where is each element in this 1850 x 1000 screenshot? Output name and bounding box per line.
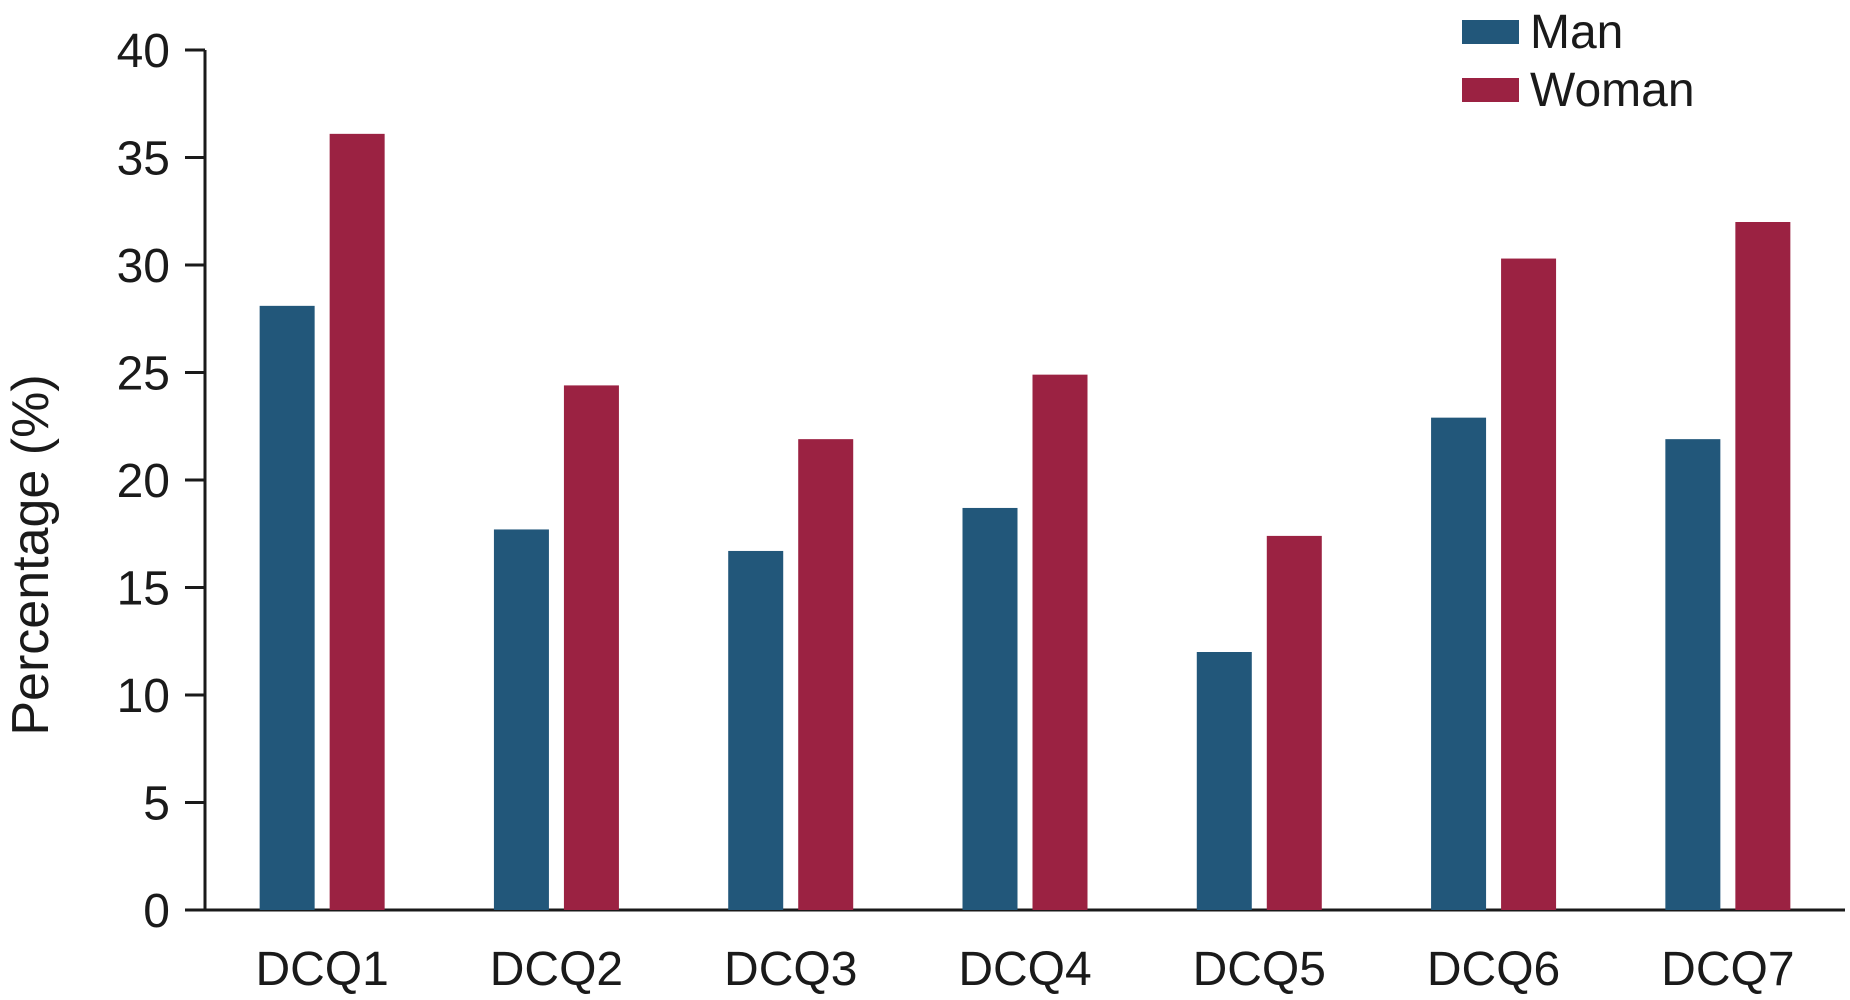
- legend-label-man: Man: [1530, 6, 1623, 59]
- y-axis: 0 5 10 15 20 25 30 35 40: [117, 25, 207, 938]
- y-tick-label: 30: [117, 240, 170, 293]
- bar-man-dcq5: [1196, 652, 1252, 910]
- y-tick-label: 10: [117, 670, 170, 723]
- bar-woman-dcq5: [1266, 535, 1322, 910]
- bar-woman-dcq1: [329, 133, 385, 911]
- x-tick-label: DCQ3: [724, 943, 857, 996]
- bar-man-dcq7: [1665, 439, 1721, 910]
- bar-woman-dcq7: [1735, 222, 1791, 910]
- y-tick-label: 20: [117, 455, 170, 508]
- x-tick-label: DCQ1: [255, 943, 388, 996]
- x-tick-label: DCQ5: [1193, 943, 1326, 996]
- legend-label-woman: Woman: [1530, 64, 1695, 117]
- legend-swatch-man: [1462, 20, 1519, 44]
- bars: [259, 133, 1791, 911]
- bar-man-dcq6: [1431, 417, 1487, 910]
- bar-woman-dcq2: [563, 385, 619, 910]
- y-tick-label: 35: [117, 133, 170, 186]
- y-tick-label: 0: [143, 885, 170, 938]
- bar-woman-dcq3: [798, 439, 854, 910]
- x-tick-label: DCQ4: [958, 943, 1091, 996]
- bar-woman-dcq6: [1501, 258, 1557, 910]
- bar-man-dcq2: [493, 529, 549, 910]
- y-tick-label: 5: [143, 778, 170, 831]
- bar-man-dcq1: [259, 305, 315, 911]
- x-axis: DCQ1 DCQ2 DCQ3 DCQ4 DCQ5 DCQ6 DCQ7: [205, 908, 1845, 996]
- y-tick-label: 25: [117, 348, 170, 401]
- y-tick-label: 40: [117, 25, 170, 78]
- x-tick-label: DCQ6: [1427, 943, 1560, 996]
- x-tick-label: DCQ7: [1661, 943, 1794, 996]
- bar-woman-dcq4: [1032, 374, 1088, 910]
- bar-man-dcq4: [962, 507, 1018, 910]
- bar-man-dcq3: [728, 550, 784, 910]
- y-axis-title: Percentage (%): [2, 374, 60, 735]
- x-tick-label: DCQ2: [490, 943, 623, 996]
- y-tick-label: 15: [117, 563, 170, 616]
- legend-swatch-woman: [1462, 78, 1519, 102]
